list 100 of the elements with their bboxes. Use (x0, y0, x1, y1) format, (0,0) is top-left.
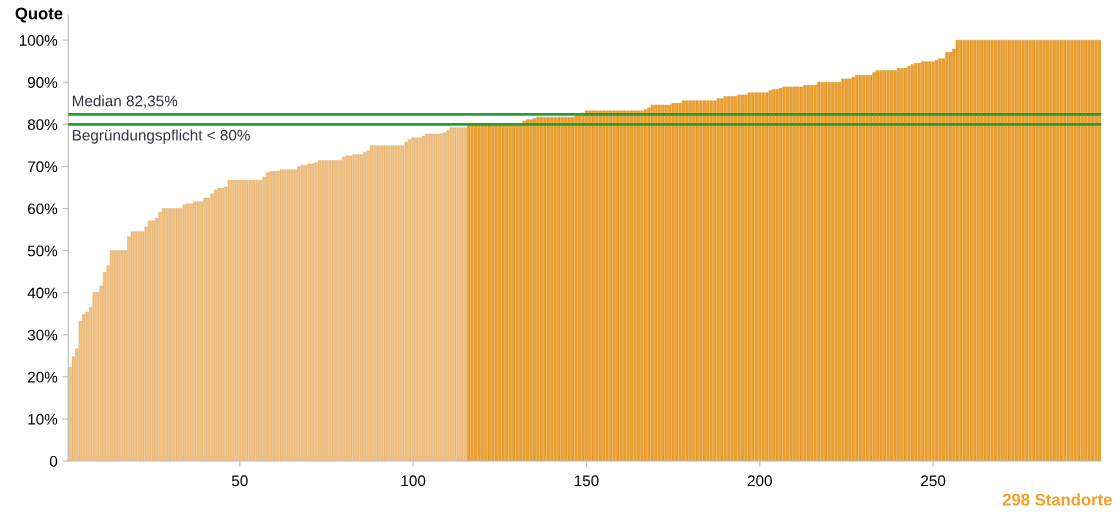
bar (602, 110, 606, 462)
bar (480, 124, 485, 462)
y-tick-label: 50% (27, 245, 58, 257)
bar (165, 208, 169, 462)
bar (1018, 39, 1022, 462)
bar (962, 39, 966, 462)
bar (369, 145, 374, 462)
bar (380, 145, 384, 462)
bar (737, 94, 741, 462)
bar (869, 75, 873, 462)
bar (494, 124, 498, 462)
bar (1094, 39, 1098, 462)
bar (477, 124, 481, 462)
bar (938, 58, 942, 462)
bar (207, 197, 211, 462)
bar (993, 39, 998, 462)
bar (688, 100, 693, 462)
bar (966, 39, 970, 462)
bar (193, 201, 197, 462)
bar (442, 132, 446, 462)
bar (272, 171, 277, 462)
bar (616, 110, 620, 462)
bar (980, 39, 984, 462)
bar (248, 180, 252, 462)
bar (1000, 39, 1005, 462)
bar (685, 100, 689, 462)
bar (414, 137, 419, 462)
bar (806, 84, 810, 462)
bar (390, 145, 394, 462)
ref-line-label: Begründungspflicht < 80% (72, 129, 250, 144)
bar (716, 98, 720, 462)
bar (557, 116, 561, 462)
bar (269, 171, 273, 462)
bar (668, 104, 672, 462)
bar (1084, 39, 1088, 462)
bar (148, 220, 152, 462)
bar (508, 124, 512, 462)
bar (591, 110, 595, 462)
bar (553, 116, 557, 462)
bar (570, 116, 575, 462)
bar (182, 204, 186, 462)
bar (276, 171, 280, 462)
bar (633, 110, 637, 462)
bar (158, 212, 162, 462)
bar (543, 116, 547, 462)
bar (837, 82, 842, 462)
bar (1007, 39, 1011, 462)
bar (706, 100, 710, 462)
bar (817, 82, 821, 462)
bar (747, 92, 751, 462)
bar (324, 160, 329, 462)
bar (401, 145, 405, 462)
bar (733, 96, 738, 462)
bar (664, 104, 668, 462)
bar (227, 180, 231, 462)
bar (622, 110, 627, 462)
bar (435, 133, 439, 462)
bar (286, 169, 290, 462)
bar (990, 39, 994, 462)
bar (584, 110, 589, 462)
bar (674, 103, 679, 462)
bar (404, 141, 408, 462)
bar (421, 135, 426, 462)
bar (876, 70, 880, 462)
bar (408, 139, 412, 462)
bar (109, 250, 114, 462)
bar (394, 145, 398, 462)
bar (168, 208, 173, 462)
bar (82, 314, 86, 462)
bar (203, 197, 207, 462)
bar (803, 85, 807, 462)
y-tick-label: 40% (27, 287, 58, 299)
bar (605, 110, 609, 462)
bar (446, 130, 450, 462)
bar (439, 133, 443, 462)
bar (189, 203, 193, 462)
bar (772, 89, 776, 462)
bar (973, 39, 977, 462)
bar (907, 66, 911, 462)
bar (789, 86, 793, 462)
bar (865, 75, 869, 462)
bar (792, 86, 797, 462)
bar (186, 203, 190, 462)
bar (505, 124, 509, 462)
bar (161, 208, 166, 462)
bar (581, 112, 585, 462)
bar (217, 188, 221, 462)
bar (310, 163, 315, 462)
bar (948, 52, 953, 462)
bar (799, 86, 803, 462)
bar (130, 231, 134, 462)
bar (460, 127, 464, 462)
bar (921, 61, 925, 462)
bar (1066, 39, 1070, 462)
y-tick-label: 0 (49, 455, 58, 467)
bar (297, 166, 301, 462)
bar (453, 127, 457, 462)
bar (491, 124, 495, 462)
bar (976, 39, 980, 462)
bar (376, 145, 381, 462)
